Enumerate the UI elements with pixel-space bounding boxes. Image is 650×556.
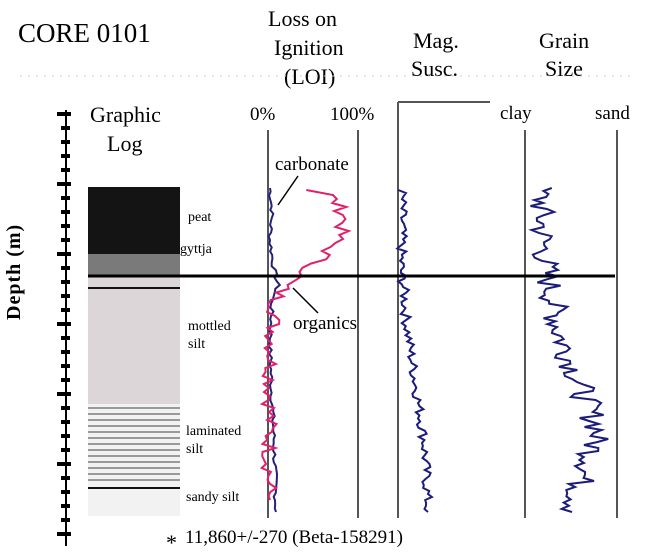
ruler-tick xyxy=(57,322,71,326)
ruler-tick xyxy=(61,476,70,480)
carbonate-leader-line xyxy=(277,175,299,206)
ruler-tick xyxy=(61,336,70,340)
loi-tick-100: 100% xyxy=(330,104,375,125)
graphic-log xyxy=(88,187,180,516)
ruler-tick xyxy=(61,238,70,242)
ruler-tick xyxy=(61,504,70,508)
date-legend-star: * xyxy=(166,530,177,555)
loi-title-line1: Loss on xyxy=(268,6,338,31)
ruler-tick xyxy=(61,168,70,172)
ruler-tick xyxy=(57,392,71,396)
ruler-tick xyxy=(61,350,70,354)
ruler-tick xyxy=(57,252,71,256)
grain-tick-clay: clay xyxy=(500,103,532,124)
ruler-tick xyxy=(61,154,70,158)
unit-laminated-silt-block xyxy=(88,404,180,488)
ruler-tick xyxy=(61,266,70,270)
unit-peat-block xyxy=(88,187,180,254)
unit-label-laminated: laminated xyxy=(186,424,242,439)
ruler-tick xyxy=(61,224,70,228)
organics-label: organics xyxy=(293,313,358,334)
ruler-tick xyxy=(61,140,70,144)
ruler-tick xyxy=(61,420,70,424)
ruler-tick xyxy=(61,434,70,438)
unit-label-laminated-2: silt xyxy=(186,442,204,457)
carbonate-label: carbonate xyxy=(275,154,349,175)
unit-gyttja-block xyxy=(88,254,180,276)
unit-label-mottled-2: silt xyxy=(188,337,206,352)
depth-ruler xyxy=(57,110,71,546)
unit-label-sandy-silt: sandy silt xyxy=(186,490,240,505)
ruler-tick xyxy=(61,406,70,410)
unit-sandy-silt-block xyxy=(88,488,180,516)
laminae-pattern xyxy=(88,407,180,481)
unit-label-peat: peat xyxy=(188,210,212,225)
grain-curve xyxy=(528,187,609,513)
ruler-tick xyxy=(61,448,70,452)
ruler-tick xyxy=(61,518,70,522)
ruler-tick xyxy=(57,112,71,116)
graphic-log-title-line1: Graphic xyxy=(90,102,161,127)
ruler-tick xyxy=(61,210,70,214)
ruler-tick xyxy=(57,462,71,466)
ruler-tick xyxy=(61,196,70,200)
ruler-tick xyxy=(61,378,70,382)
mag-title-line2: Susc. xyxy=(411,56,459,81)
ruler-tick xyxy=(57,182,71,186)
loi-tick-0: 0% xyxy=(250,104,276,125)
carbonate-curve xyxy=(267,187,282,513)
graphic-log-title-line2: Log xyxy=(107,131,143,156)
ruler-tick xyxy=(61,308,70,312)
date-legend-text: 11,860+/-270 (Beta-158291) xyxy=(185,527,403,548)
unit-label-gyttja: gyttja xyxy=(180,242,212,257)
ruler-tick xyxy=(61,126,70,130)
core-title: CORE 0101 xyxy=(18,18,151,48)
organics-curve xyxy=(259,189,352,501)
grain-title-line1: Grain xyxy=(539,28,590,53)
mag-curve xyxy=(395,189,434,513)
ruler-tick xyxy=(61,294,70,298)
ruler-tick xyxy=(57,532,71,536)
ruler-tick xyxy=(61,490,70,494)
unit-mottled-silt-block xyxy=(88,276,180,404)
ruler-tick xyxy=(61,364,70,368)
grain-tick-sand: sand xyxy=(595,103,630,124)
unit-label-mottled: mottled xyxy=(188,319,231,334)
ruler-tick xyxy=(61,280,70,284)
grain-title-line2: Size xyxy=(545,56,583,81)
organics-leader-line xyxy=(292,287,319,314)
loi-title-line2: Ignition xyxy=(274,35,344,60)
mag-title-line1: Mag. xyxy=(413,28,459,53)
